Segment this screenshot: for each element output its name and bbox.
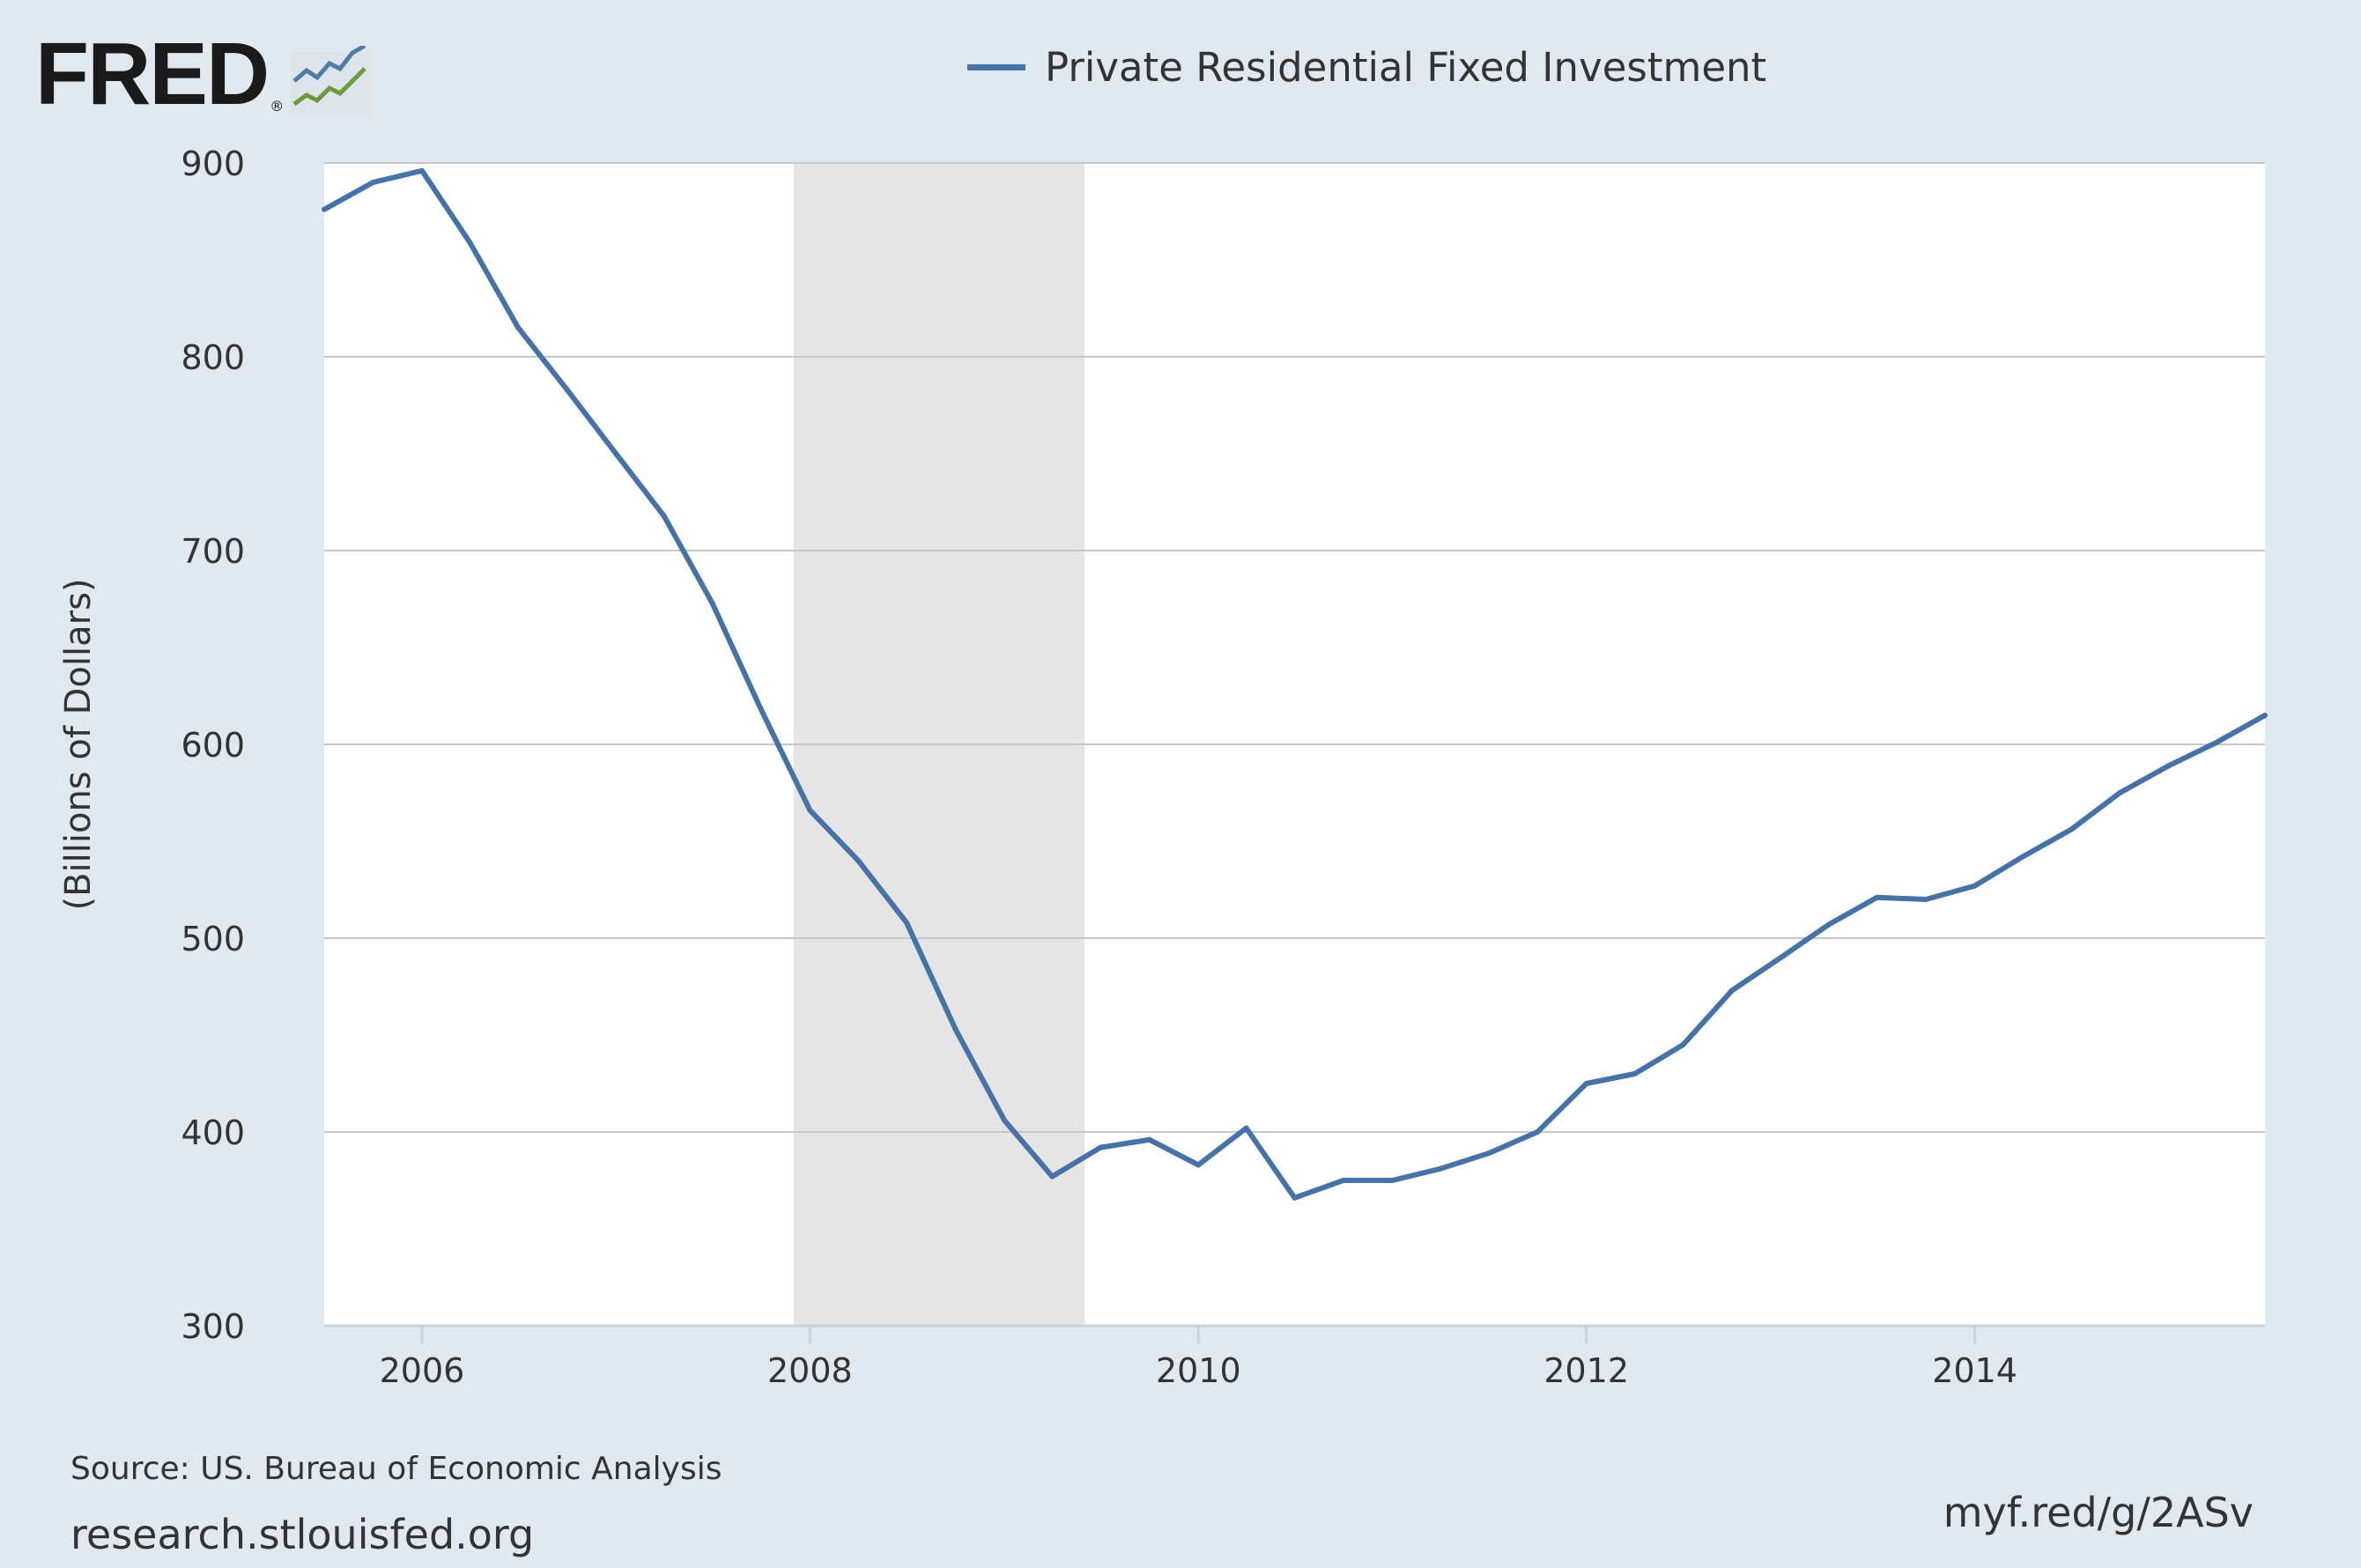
y-tick-label: 500 xyxy=(181,920,245,958)
x-tick-label: 2010 xyxy=(1156,1351,1241,1390)
data-point xyxy=(904,920,910,926)
data-point xyxy=(1583,1081,1589,1086)
data-point xyxy=(1972,883,1978,889)
fred-graph-icon xyxy=(291,46,371,116)
data-point xyxy=(467,240,473,246)
data-point xyxy=(2117,790,2123,795)
fred-logo-text: FRED xyxy=(35,25,270,123)
chart-legend: Private Residential Fixed Investment xyxy=(967,44,1766,91)
site-link[interactable]: research.stlouisfed.org xyxy=(70,1511,535,1558)
short-url-link[interactable]: myf.red/g/2ASv xyxy=(1943,1489,2254,1536)
y-tick-label: 400 xyxy=(181,1113,245,1152)
data-point xyxy=(2019,854,2025,860)
data-point xyxy=(1292,1194,1298,1201)
data-point xyxy=(2262,713,2268,718)
data-point xyxy=(1049,1173,1055,1180)
legend-swatch xyxy=(967,64,1025,70)
data-point xyxy=(1923,897,1929,902)
x-axis-labels: 2006 2008 2010 2012 2014 xyxy=(380,1351,2017,1390)
y-tick-label: 800 xyxy=(181,338,245,377)
y-gridlines xyxy=(324,162,2265,1133)
data-point xyxy=(370,180,376,185)
x-tick-label: 2006 xyxy=(380,1351,465,1390)
data-point xyxy=(418,167,425,174)
y-tick-label: 600 xyxy=(181,726,245,765)
y-tick-label: 700 xyxy=(181,532,245,571)
data-point xyxy=(613,451,619,456)
legend-label: Private Residential Fixed Investment xyxy=(1045,44,1767,91)
data-point xyxy=(564,387,570,393)
y-axis-title: (Billions of Dollars) xyxy=(58,578,99,910)
data-point xyxy=(1002,1117,1008,1123)
x-tick-label: 2014 xyxy=(1932,1351,2017,1390)
data-point xyxy=(2165,763,2172,769)
source-note: Source: US. Bureau of Economic Analysis xyxy=(70,1451,722,1487)
data-point xyxy=(1632,1071,1638,1076)
data-point xyxy=(1485,1150,1491,1157)
y-tick-label: 900 xyxy=(181,144,245,183)
data-point xyxy=(1778,955,1784,960)
x-tick-label: 2012 xyxy=(1543,1351,1629,1390)
data-point xyxy=(758,706,764,713)
y-tick-label: 300 xyxy=(181,1307,245,1346)
data-point xyxy=(1535,1129,1541,1135)
data-point xyxy=(1874,894,1880,900)
x-axis-ticks xyxy=(420,1326,1977,1343)
data-point xyxy=(1195,1162,1202,1168)
data-point xyxy=(807,807,813,813)
data-point xyxy=(661,513,667,519)
data-points xyxy=(322,167,2268,1201)
data-point xyxy=(1243,1125,1249,1131)
data-point xyxy=(1680,1042,1686,1047)
data-point xyxy=(1437,1165,1443,1172)
data-point xyxy=(1340,1178,1346,1183)
y-axis-labels: 300 400 500 600 700 800 900 xyxy=(181,144,245,1346)
fred-logo: FRED ® xyxy=(35,25,371,123)
data-point xyxy=(1146,1136,1152,1143)
data-point xyxy=(515,325,522,330)
data-point xyxy=(1825,921,1832,928)
data-point xyxy=(709,600,715,606)
data-point xyxy=(1728,987,1735,994)
data-point xyxy=(952,1026,958,1032)
x-tick-label: 2008 xyxy=(767,1351,853,1390)
registered-mark: ® xyxy=(270,98,285,115)
data-point xyxy=(2068,826,2074,832)
data-point xyxy=(2214,739,2220,745)
data-point xyxy=(322,206,327,212)
data-point xyxy=(855,858,862,863)
data-point xyxy=(1389,1178,1395,1183)
data-point xyxy=(1098,1144,1104,1150)
